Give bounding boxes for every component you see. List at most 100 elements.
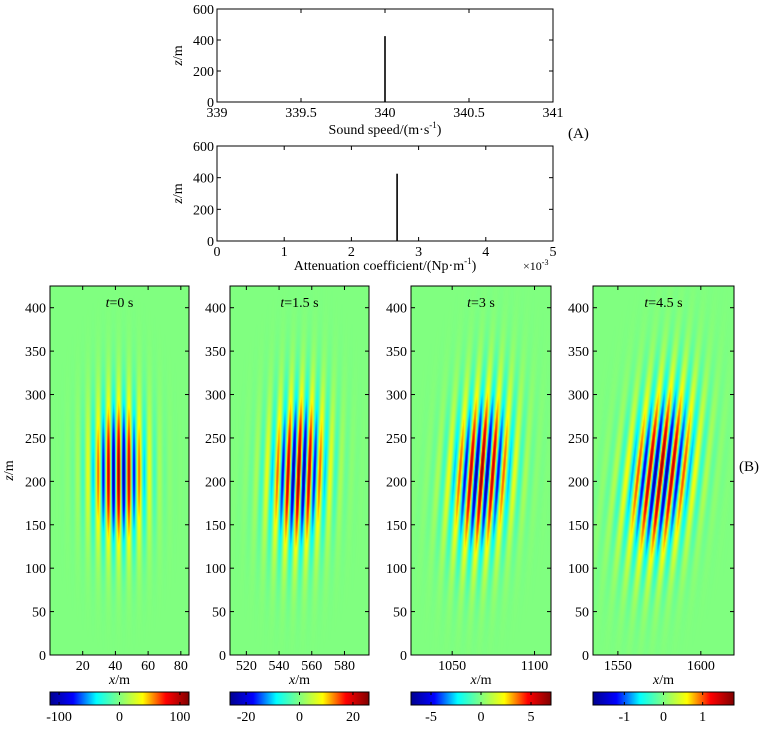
y-tick-label: 200 — [193, 65, 214, 80]
panel-label-b: (B) — [739, 459, 759, 476]
y-tick-label: 100 — [25, 562, 46, 577]
colorbar-tick-label: -5 — [425, 710, 437, 725]
y-tick-label: 50 — [575, 606, 589, 621]
x-axis-label: x/m — [470, 673, 492, 688]
x-tick-label: 1050 — [438, 659, 466, 674]
y-tick-label: 150 — [568, 519, 589, 534]
line-chart-attenuation: 0 1 2 3 4 5 0 200 400 600 z/m Attenuation coefficie… — [171, 140, 557, 274]
x-axis-label: Attenuation coefficient/(Np·m-1) — [294, 256, 477, 274]
x-axis-label: x/m — [108, 673, 130, 688]
x-tick-label: 339.5 — [285, 106, 317, 121]
x-tick-label: 340 — [375, 106, 396, 121]
x-tick-label: 1600 — [687, 659, 715, 674]
y-tick-label: 400 — [25, 302, 46, 317]
y-tick-label: 250 — [568, 432, 589, 447]
y-tick-label: 400 — [205, 302, 226, 317]
y-tick-label: 50 — [32, 606, 46, 621]
x-tick-label: 341 — [543, 106, 564, 121]
y-axis-label: z/m — [171, 45, 186, 66]
x-tick-label: 1550 — [604, 659, 632, 674]
y-tick-label: 300 — [568, 389, 589, 404]
y-tick-label: 0 — [400, 649, 407, 664]
y-tick-label: 100 — [568, 562, 589, 577]
heatmap-field — [411, 286, 551, 655]
figure: 339 339.5 340 340.5 3410200400600z/mSound sp… — [0, 0, 766, 730]
colorbar-tick-label: 0 — [116, 710, 123, 725]
y-tick-label: 0 — [39, 649, 46, 664]
y-axis-label: z/m — [171, 183, 186, 204]
x-tick-label: 5 — [550, 245, 557, 260]
colorbar-tick-label: -1 — [618, 710, 630, 725]
y-tick-label: 0 — [207, 235, 214, 250]
x-axis-label: Sound speed/(m·s-1) — [329, 120, 442, 138]
y-tick-label: 0 — [207, 96, 214, 111]
y-tick-label: 350 — [386, 345, 407, 360]
heatmap-field — [50, 286, 189, 655]
y-tick-label: 200 — [205, 475, 226, 490]
x-axis-label: x/m — [288, 673, 310, 688]
x-tick-label: 0 — [214, 245, 221, 260]
heatmap-panel-t4_5: t=4.5 s 1550 1600 0 50 100 150 200 250 300 350 400 x… — [568, 286, 734, 725]
y-tick-label: 100 — [205, 562, 226, 577]
colorbar-tick-label: 1 — [699, 710, 706, 725]
y-tick-label: 350 — [25, 345, 46, 360]
colorbar-tick-label: -100 — [46, 710, 72, 725]
colorbar-tick-label: -20 — [237, 710, 256, 725]
y-tick-label: 200 — [386, 475, 407, 490]
y-tick-label: 100 — [386, 562, 407, 577]
colorbar-tick-label: 0 — [296, 710, 303, 725]
y-tick-label: 0 — [219, 649, 226, 664]
x-tick-label: 540 — [269, 659, 290, 674]
y-tick-label: 0 — [582, 649, 589, 664]
colorbar-tick-label: 0 — [478, 710, 485, 725]
y-tick-label: 150 — [205, 519, 226, 534]
y-tick-label: 250 — [25, 432, 46, 447]
colorbar-tick-label: 100 — [169, 710, 190, 725]
x-tick-label: 3 — [415, 245, 422, 260]
heatmap-field — [230, 286, 369, 655]
panel-title: t=4.5 s — [644, 296, 682, 311]
x-tick-label: 40 — [108, 659, 122, 674]
y-tick-label: 400 — [193, 34, 214, 49]
x-tick-label: 340.5 — [453, 106, 485, 121]
heatmap-field — [593, 286, 734, 655]
panel-title: t=0 s — [106, 296, 134, 311]
x-tick-label: 60 — [141, 659, 155, 674]
panel-title: t=1.5 s — [280, 296, 318, 311]
y-tick-label: 350 — [205, 345, 226, 360]
y-tick-label: 400 — [386, 302, 407, 317]
plot-frame — [217, 146, 553, 241]
panel-title: t=3 s — [467, 296, 495, 311]
line-chart-sound_speed: 339 339.5 340 340.5 341 0 200 400 600 z/m Sound sp… — [171, 3, 564, 138]
x-tick-label: 80 — [174, 659, 188, 674]
colorbar-tick-label: 20 — [346, 710, 360, 725]
x-tick-label: 560 — [301, 659, 322, 674]
y-tick-label: 300 — [386, 389, 407, 404]
y-tick-label: 400 — [193, 172, 214, 187]
y-tick-label: 300 — [205, 389, 226, 404]
y-tick-label: 250 — [205, 432, 226, 447]
y-tick-label: 400 — [568, 302, 589, 317]
y-tick-label: 150 — [25, 519, 46, 534]
y-tick-label: 50 — [393, 606, 407, 621]
y-tick-label: 300 — [25, 389, 46, 404]
x-tick-label: 1100 — [521, 659, 548, 674]
x-tick-label: 520 — [236, 659, 257, 674]
y-tick-label: 600 — [193, 3, 214, 18]
y-tick-label: 600 — [193, 140, 214, 155]
x-multiplier: ×10-3 — [523, 258, 548, 273]
y-tick-label: 50 — [212, 606, 226, 621]
panel-label-a: (A) — [568, 126, 589, 143]
y-tick-label: 200 — [193, 203, 214, 218]
x-axis-label: x/m — [652, 673, 674, 688]
y-tick-label: 250 — [386, 432, 407, 447]
colorbar-tick-label: 5 — [528, 710, 535, 725]
x-tick-label: 1 — [281, 245, 288, 260]
x-tick-label: 20 — [76, 659, 90, 674]
x-tick-label: 580 — [334, 659, 355, 674]
x-tick-label: 4 — [482, 245, 489, 260]
heatmap-panel-t0: t=0 s 20 40 60 80 0 50 100 150 200 250 300 350 400 x/m… — [2, 286, 190, 725]
colorbar-tick-label: 0 — [660, 710, 667, 725]
